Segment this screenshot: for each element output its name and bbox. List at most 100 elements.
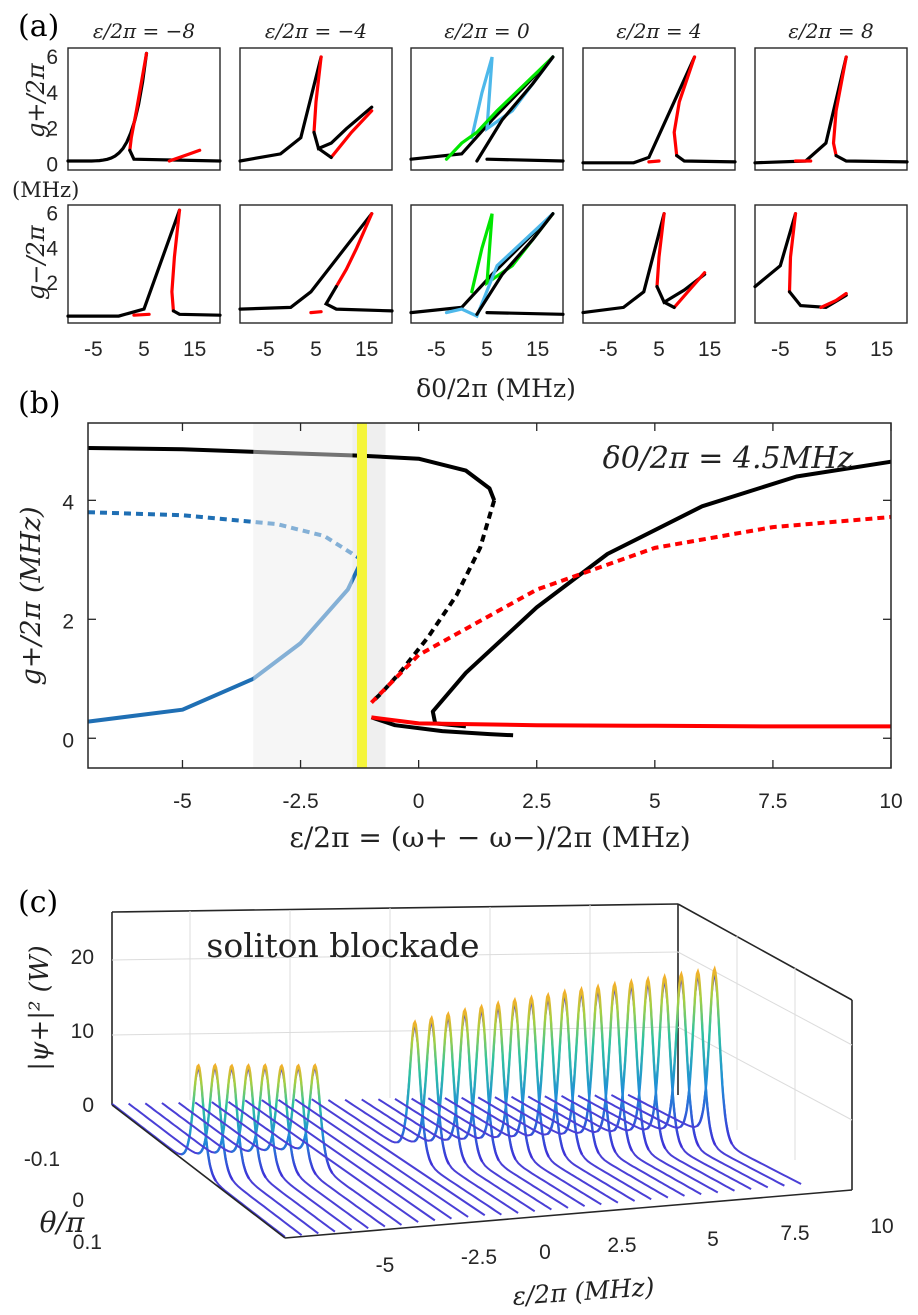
panel-b: (b) -5 -2.5 0 2.5 5 7.5 10 0 2 4 δ0/2π = 4.5MHz ε… — [16, 386, 903, 854]
xtick: -5 — [427, 338, 446, 361]
soliton-peak — [398, 1022, 433, 1165]
xtick-label: -5 — [173, 790, 192, 813]
ytick-top: 6 — [46, 46, 58, 69]
path — [834, 57, 847, 156]
xtick: 5 — [481, 338, 493, 361]
path — [649, 161, 659, 162]
path — [173, 311, 220, 315]
panel-b-ylabel: g+/2π (MHz) — [16, 507, 47, 686]
ztick-label: 10 — [71, 1020, 94, 1043]
xtick-label: -5 — [376, 1254, 395, 1277]
yellow-marker — [357, 423, 367, 768]
panel-a-xticks: -5 5 15 -5 5 15 -5 5 15 -5 5 15 -5 5 15 — [84, 338, 893, 361]
soliton-peak — [248, 1065, 283, 1176]
xtick-label: 0 — [539, 1241, 551, 1264]
path — [411, 57, 553, 159]
band-wash — [253, 423, 352, 768]
xtick: 5 — [138, 338, 150, 361]
panel-c-annotation: soliton blockade — [206, 926, 479, 965]
panel-c-ticks: 01020-0.100.1-5 -2.5 0 2.5 5 7.5 10 — [24, 946, 894, 1277]
column-title: ε/2π = −8 — [93, 19, 195, 43]
soliton-peak — [281, 1066, 316, 1175]
xtick-label: 10 — [879, 790, 902, 813]
ytick-top: 2 — [46, 118, 58, 141]
path — [134, 314, 149, 315]
path — [664, 302, 674, 307]
path — [487, 313, 563, 315]
panel-a-label: (a) — [18, 9, 59, 44]
path — [677, 156, 735, 162]
subplot-frame — [755, 48, 907, 170]
ztick-label: 0 — [82, 1094, 94, 1117]
xtick: -5 — [256, 338, 275, 361]
panel-a-column-titles: ε/2π = −8 ε/2π = −4 ε/2π = 0 ε/2π = 4 ε/2π =… — [93, 19, 874, 43]
path — [836, 156, 907, 162]
soliton-peak — [581, 987, 616, 1152]
subplot-frame — [583, 48, 735, 170]
ytick-label: 0 — [62, 729, 74, 752]
column-title: ε/2π = −4 — [265, 19, 367, 43]
ytick-label: 2 — [62, 610, 74, 633]
ytick-label: 4 — [62, 491, 74, 514]
xtick-label: 7.5 — [780, 1222, 809, 1245]
panel-b-series-7 — [371, 517, 891, 703]
path — [411, 214, 553, 313]
ztick-label: 20 — [71, 946, 94, 969]
xtick-label: -2.5 — [282, 790, 318, 813]
xtick-label: -2.5 — [461, 1246, 497, 1269]
soliton-peak — [181, 1066, 216, 1181]
soliton-peak — [264, 1066, 299, 1176]
xtick-label: 2.5 — [522, 790, 551, 813]
panel-a-unit-label: (MHz) — [12, 178, 79, 202]
panel-b-label: (b) — [18, 386, 61, 421]
panel-c-base — [112, 1105, 852, 1238]
panel-c-label: (c) — [18, 885, 58, 920]
panel-a-yticks: 0 2 4 6 2 4 6 — [46, 46, 58, 295]
column-title: ε/2π = 8 — [788, 19, 874, 43]
soliton-peak — [681, 972, 716, 1145]
xtick: 15 — [698, 338, 721, 361]
xtick: 5 — [310, 338, 322, 361]
path — [755, 57, 846, 163]
path — [674, 273, 704, 308]
path — [311, 312, 321, 313]
ytick-bottom: 6 — [46, 203, 58, 226]
soliton-peak — [231, 1066, 266, 1178]
panel-a-curves — [68, 53, 907, 316]
ytick-top: 4 — [46, 82, 58, 105]
path — [68, 53, 147, 161]
path — [674, 57, 694, 156]
xtick: -5 — [771, 338, 790, 361]
xtick: 15 — [355, 338, 378, 361]
path — [583, 214, 664, 313]
path — [447, 57, 553, 159]
panel-b-series-1 — [371, 500, 494, 702]
panel-c-xlabel: ε/2π (MHz) — [511, 1272, 655, 1311]
panel-c-waterfall — [112, 969, 801, 1237]
panel-b-series-2 — [433, 462, 891, 727]
path — [331, 111, 372, 158]
xtick: 5 — [825, 338, 837, 361]
column-title: ε/2π = 0 — [444, 19, 530, 43]
path — [447, 214, 553, 316]
xtick: 15 — [183, 338, 206, 361]
soliton-peak — [697, 969, 732, 1144]
xtick-label: 5 — [649, 790, 661, 813]
xtick-label: 5 — [707, 1228, 719, 1251]
ytick-label: -0.1 — [24, 1148, 60, 1171]
panel-c-ylabel: θ/π — [40, 1206, 85, 1239]
ytick-bottom: 4 — [46, 237, 58, 260]
xtick-label: 10 — [870, 1215, 893, 1238]
panel-a: (a) ε/2π = −8 ε/2π = −4 ε/2π = 0 ε/2π = 4 ε/… — [12, 9, 907, 403]
xtick: 15 — [526, 338, 549, 361]
xtick: 5 — [653, 338, 665, 361]
xtick-label: 2.5 — [607, 1234, 636, 1257]
xtick: -5 — [599, 338, 618, 361]
path — [68, 210, 180, 316]
panel-b-series-6 — [371, 717, 891, 726]
panel-c-zlabel: |ψ+|² (W) — [25, 945, 55, 1070]
path — [130, 53, 147, 150]
soliton-peak — [664, 974, 699, 1146]
path — [821, 294, 846, 308]
